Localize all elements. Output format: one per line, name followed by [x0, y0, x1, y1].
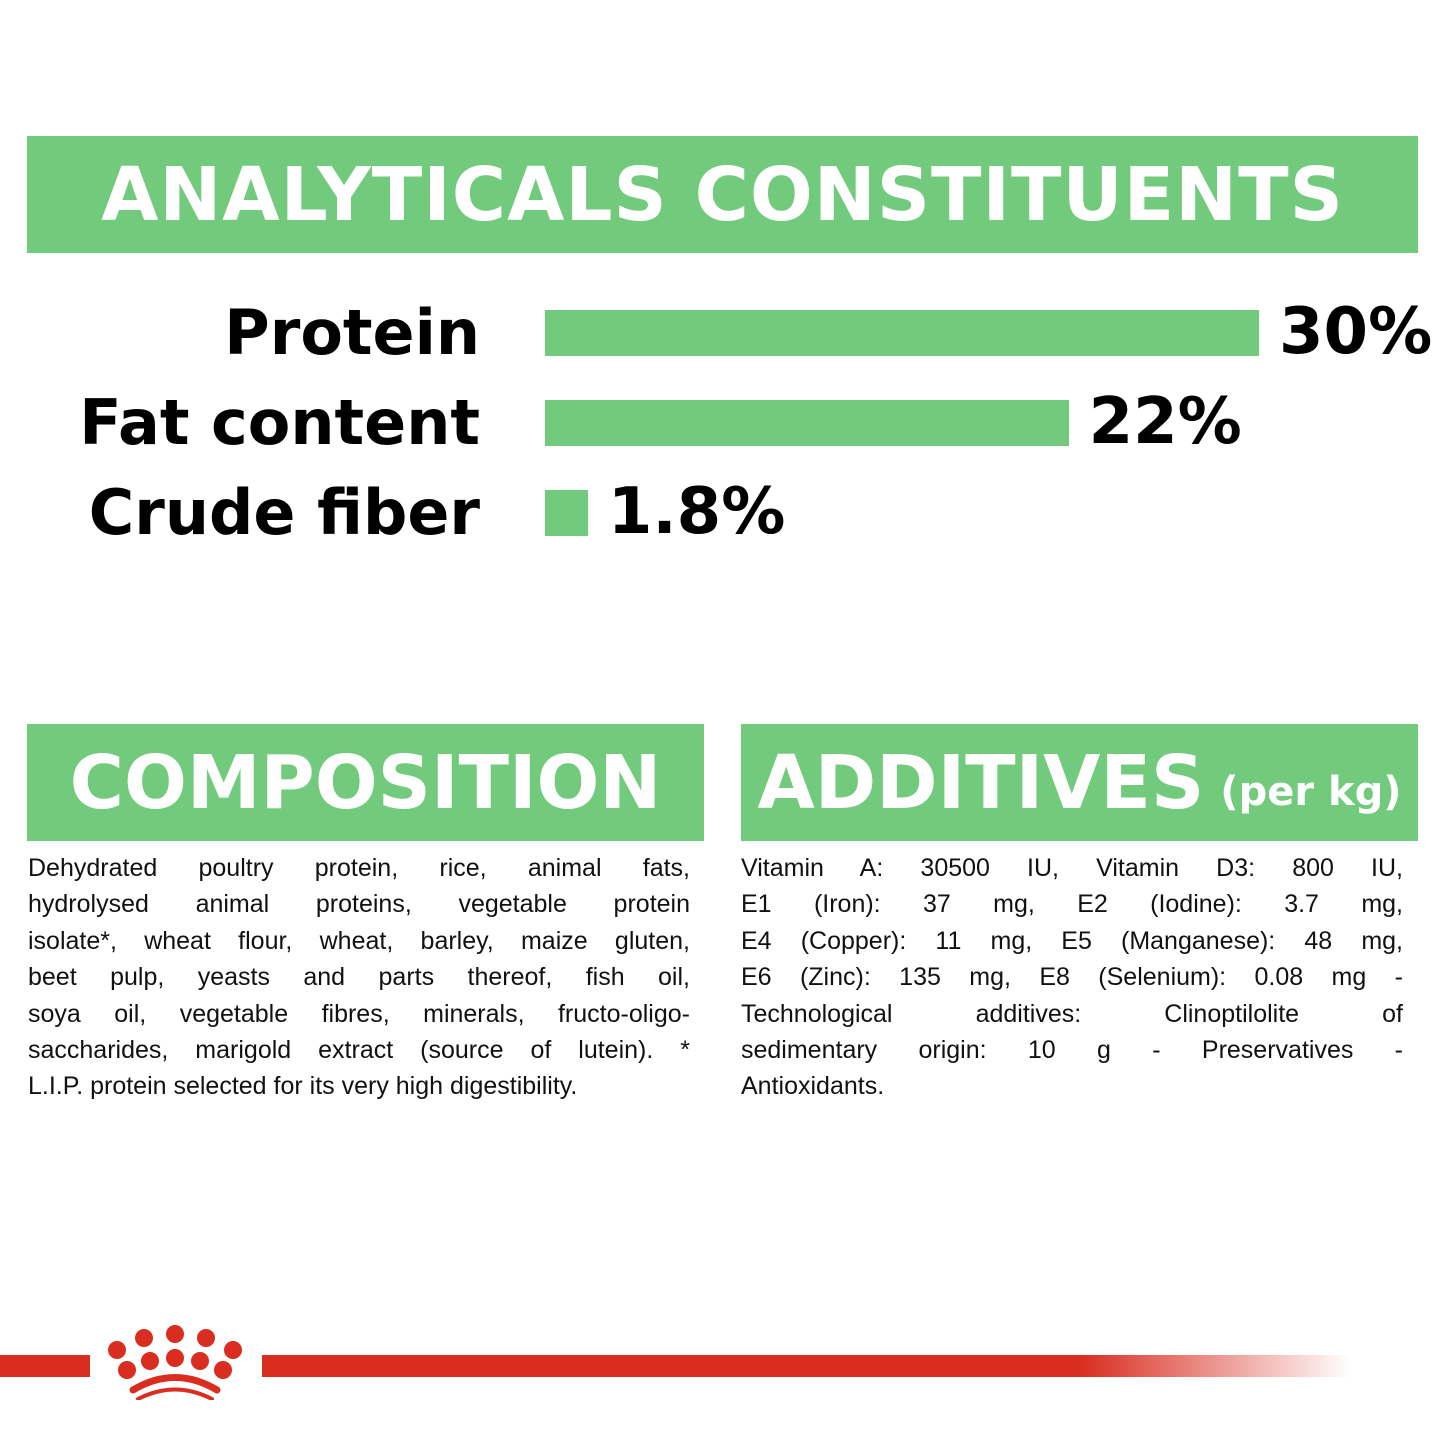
- bar-value-label: 22%: [1088, 385, 1242, 459]
- bar-label: Protein: [224, 296, 480, 369]
- composition-text: Dehydrated poultry protein, rice, animal…: [28, 850, 690, 1105]
- section-title: ANALYTICALS CONSTITUENTS: [101, 151, 1344, 238]
- composition-banner: COMPOSITION: [27, 724, 704, 841]
- text-line: hydrolysed animal proteins, vegetable pr…: [28, 890, 690, 919]
- analytical-constituents-banner: ANALYTICALS CONSTITUENTS: [27, 136, 1418, 253]
- bar-label: Crude fiber: [88, 476, 480, 549]
- text-line: Dehydrated poultry protein, rice, animal…: [28, 854, 690, 882]
- text-line: saccharides, marigold extract (source of…: [28, 1035, 690, 1064]
- additives-banner: ADDITIVES (per kg): [741, 724, 1418, 841]
- bar: [545, 400, 1069, 446]
- text-line: isolate*, wheat flour, wheat, barley, ma…: [28, 926, 690, 955]
- bar-value-label: 30%: [1279, 295, 1433, 369]
- text-line: Antioxidants.: [741, 1072, 885, 1101]
- text-line: L.I.P. protein selected for its very hig…: [28, 1072, 578, 1101]
- section-title: ADDITIVES: [757, 739, 1205, 826]
- bar-label: Fat content: [79, 386, 480, 459]
- section-subtitle: (per kg): [1220, 768, 1402, 815]
- text-line: E4 (Copper): 11 mg, E5 (Manganese): 48 m…: [741, 926, 1403, 955]
- crown-logo-icon: [108, 1325, 242, 1400]
- text-line: Technological additives: Clinoptilolite …: [741, 999, 1403, 1028]
- bar-value-label: 1.8%: [607, 475, 786, 549]
- text-line: soya oil, vegetable fibres, minerals, fr…: [28, 999, 690, 1028]
- bar: [545, 490, 588, 536]
- brand-line-left: [0, 1355, 90, 1377]
- additives-text: Vitamin A: 30500 IU, Vitamin D3: 800 IU,…: [741, 850, 1403, 1105]
- text-line: E1 (Iron): 37 mg, E2 (Iodine): 3.7 mg,: [741, 890, 1403, 919]
- brand-line-right: [262, 1355, 1352, 1377]
- text-line: sedimentary origin: 10 g - Preservatives…: [741, 1035, 1403, 1064]
- text-line: beet pulp, yeasts and parts thereof, fis…: [28, 963, 690, 992]
- bar: [545, 310, 1259, 356]
- section-title: COMPOSITION: [69, 739, 662, 826]
- text-line: Vitamin A: 30500 IU, Vitamin D3: 800 IU,: [741, 854, 1403, 882]
- text-line: E6 (Zinc): 135 mg, E8 (Selenium): 0.08 m…: [741, 963, 1403, 992]
